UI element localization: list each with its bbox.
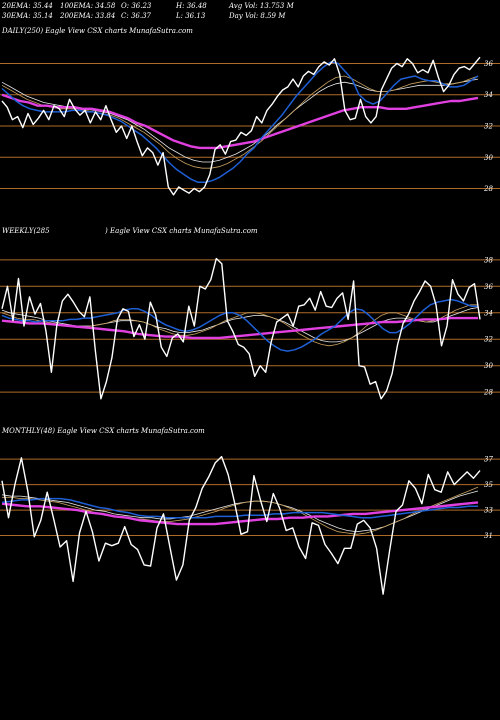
monthly-ytick-label: 31	[484, 532, 493, 540]
ema100-value: 100EMA: 34.58	[60, 2, 116, 10]
day-volume-value: Day Vol: 8.59 M	[229, 12, 286, 20]
weekly-price-line	[1, 257, 481, 400]
high-value: H: 36.48	[176, 2, 207, 10]
daily-panel-label: DAILY(250) Eagle View CSX charts MunafaS…	[2, 27, 193, 35]
open-value: O: 36.23	[121, 2, 152, 10]
weekly-panel: 38 36 34 32 30 28	[0, 256, 500, 400]
daily-ytick-label: 34	[484, 91, 493, 99]
daily-ema-thin-b-line	[1, 78, 479, 163]
daily-ema-fast-line	[1, 61, 479, 184]
daily-ytick-label: 36	[484, 60, 493, 68]
daily-ema-slow-line	[1, 93, 479, 150]
weekly-ema-slow-line	[1, 316, 478, 340]
ema20-value: 20EMA: 35.44	[2, 2, 53, 10]
daily-panel: 36 34 32 30 28	[0, 56, 500, 196]
weekly-ytick-label: 28	[483, 389, 493, 397]
close-value: C: 36.37	[121, 12, 151, 20]
avg-volume-value: Avg Vol: 13.753 M	[229, 2, 294, 10]
low-value: L: 36.13	[176, 12, 206, 20]
monthly-price-line	[1, 455, 481, 595]
daily-ytick-label: 28	[483, 185, 493, 193]
monthly-ema-fast-line	[1, 497, 478, 519]
monthly-panel-label: MONTHLY(48) Eagle View CSX charts Munafa…	[2, 427, 205, 435]
weekly-ytick-label: 30	[484, 362, 493, 370]
monthly-ytick-label: 33	[484, 507, 493, 515]
weekly-ytick-label: 38	[484, 256, 493, 264]
monthly-panel: 37 35 33 31	[0, 456, 500, 595]
daily-ema-thin-a-line	[1, 75, 479, 169]
weekly-panel-label-right: ) Eagle View CSX charts MunafaSutra.com	[105, 227, 258, 235]
daily-ytick-label: 32	[484, 123, 493, 131]
ema200-value: 200EMA: 33.84	[60, 12, 116, 20]
weekly-panel-label-left: WEEKLY(285	[2, 227, 50, 235]
weekly-ytick-label: 34	[484, 309, 493, 317]
ema30-value: 30EMA: 35.14	[2, 12, 53, 20]
daily-ytick-label: 30	[484, 154, 493, 162]
weekly-ytick-label: 36	[484, 283, 493, 291]
weekly-ema-fast-line	[1, 298, 478, 352]
weekly-ytick-label: 32	[484, 336, 493, 344]
daily-price-line	[1, 56, 481, 196]
monthly-ema-slow-line	[1, 501, 479, 526]
monthly-ema-thin-a-line	[2, 486, 479, 535]
monthly-ytick-label: 37	[484, 456, 493, 464]
monthly-ytick-label: 35	[484, 481, 493, 489]
monthly-ema-thin-b-line	[1, 490, 479, 533]
